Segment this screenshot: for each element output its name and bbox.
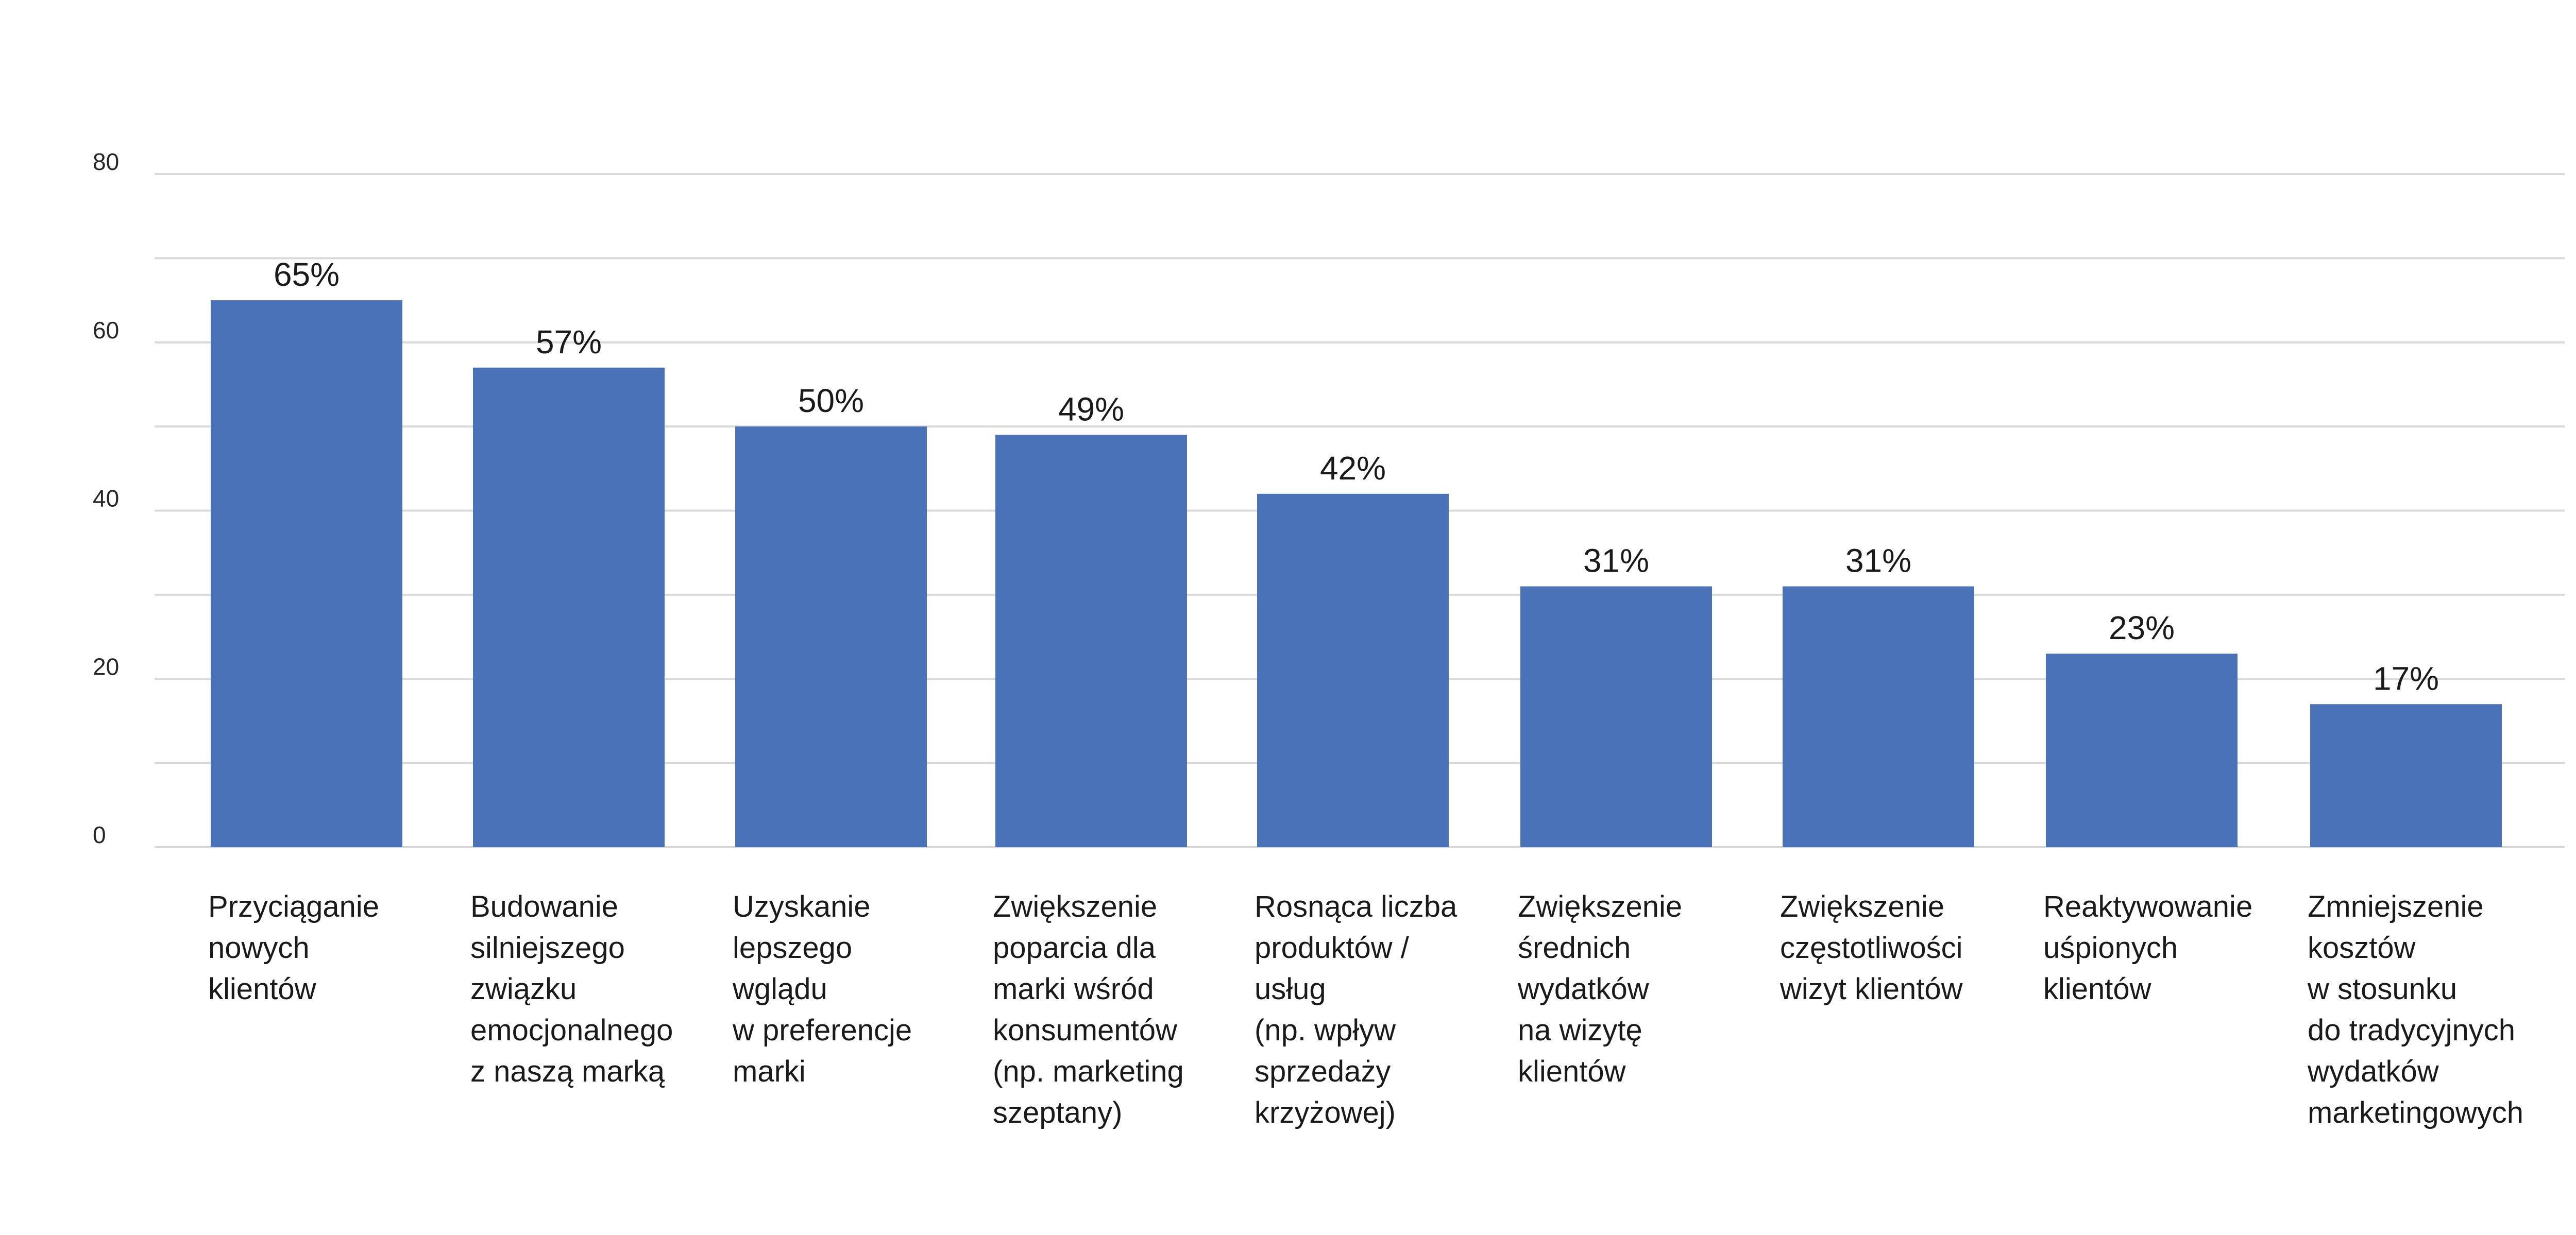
category-label: Zwiększenie poparcia dla marki wśród konsum… <box>993 890 1184 1129</box>
category-label-line: sprzedaży <box>1255 1055 1391 1088</box>
bar <box>1520 586 1712 847</box>
category-label-line: uśpionych <box>2043 931 2178 965</box>
category-label-line: emocjonalnego <box>470 1014 673 1047</box>
bar <box>995 435 1187 847</box>
bar <box>2046 654 2238 847</box>
category-label-line: lepszego <box>733 931 852 965</box>
bar <box>473 367 665 847</box>
category-label-line: poparcia dla <box>993 931 1156 965</box>
y-tick-label: 0 <box>93 821 106 848</box>
category-label-line: usług <box>1255 972 1326 1006</box>
category-label-line: Zwiększenie <box>1518 890 1682 923</box>
category-label-line: szeptany) <box>993 1096 1122 1129</box>
category-label-line: klientów <box>1518 1055 1626 1088</box>
category-label: Uzyskanie lepszego wglądu w preferencje mark… <box>732 890 912 1088</box>
category-label: Zwiększenie częstotliwości wizyt klientów <box>1780 890 1963 1006</box>
data-label: 31% <box>1845 542 1911 579</box>
category-label-line: nowych <box>208 931 310 965</box>
category-label-line: silniejszego <box>470 931 625 965</box>
category-label-line: Rosnąca liczba <box>1255 890 1458 923</box>
category-label-line: marketingowych <box>2308 1096 2523 1129</box>
category-label-line: (np. wpływ <box>1255 1014 1396 1047</box>
category-label: Przyciąganie nowych klientów <box>208 890 379 1006</box>
category-label: Zwiększenie średnich wydatków na wizytę klie… <box>1517 890 1682 1088</box>
category-labels: Przyciąganie nowych klientów Budowanie silni… <box>208 890 2523 1129</box>
category-label-line: krzyżowej) <box>1255 1096 1396 1129</box>
category-label-line: na wizytę <box>1518 1014 1642 1047</box>
data-label: 31% <box>1583 542 1649 579</box>
category-label-line: produktów / <box>1255 931 1410 965</box>
category-label-line: wglądu <box>732 972 827 1006</box>
category-label-line: marki <box>733 1055 806 1088</box>
category-label-line: klientów <box>208 972 317 1006</box>
category-label-line: Zmniejszenie <box>2308 890 2484 923</box>
bars <box>211 300 2502 847</box>
category-label-line: wydatków <box>2307 1055 2439 1088</box>
category-label-line: częstotliwości <box>1780 931 1963 965</box>
y-tick-label: 20 <box>93 653 119 680</box>
bar <box>1257 493 1449 847</box>
data-label: 42% <box>1320 450 1386 487</box>
data-label: 23% <box>2109 609 2175 646</box>
data-label: 65% <box>274 256 340 293</box>
data-labels: 65% 57% 50% 49% 42% 31% 31% 23% 17% <box>274 256 2439 697</box>
category-label-line: klientów <box>2043 972 2152 1006</box>
category-label-line: (np. marketing <box>993 1055 1184 1088</box>
category-label-line: wizyt klientów <box>1780 972 1963 1006</box>
category-label-line: Zwiększenie <box>1780 890 1944 923</box>
y-tick-label: 40 <box>93 485 119 512</box>
bar <box>2310 704 2502 847</box>
data-label: 57% <box>536 323 602 361</box>
category-label-line: konsumentów <box>993 1014 1178 1047</box>
bar <box>1783 586 1974 847</box>
category-label-line: Zwiększenie <box>993 890 1157 923</box>
category-label-line: średnich <box>1518 931 1631 965</box>
category-label-line: kosztów <box>2308 931 2416 965</box>
category-label-line: do tradycyjnych <box>2308 1014 2515 1047</box>
category-label-line: z naszą marką <box>470 1055 665 1088</box>
category-label-line: Reaktywowanie <box>2043 890 2252 923</box>
category-label-line: marki wśród <box>993 972 1154 1006</box>
category-label-line: Przyciąganie <box>208 890 379 923</box>
y-tick-label: 60 <box>93 317 119 344</box>
category-label: Budowanie silniejszego związku emocjonalneg… <box>470 890 673 1088</box>
category-label-line: w stosunku <box>2307 972 2457 1006</box>
category-label-line: związku <box>470 972 577 1006</box>
category-label-line: Uzyskanie <box>733 890 871 923</box>
bar <box>211 300 402 847</box>
category-label: Zmniejszenie kosztów w stosunku do tradycyj… <box>2307 890 2523 1129</box>
bar <box>735 426 927 847</box>
data-label: 17% <box>2373 660 2439 697</box>
data-label: 49% <box>1058 390 1124 427</box>
y-tick-label: 80 <box>93 148 119 175</box>
category-label-line: w preferencje <box>732 1014 912 1047</box>
category-label: Reaktywowanie uśpionych klientów <box>2043 890 2252 1006</box>
category-label-line: wydatków <box>1517 972 1650 1006</box>
category-label: Rosnąca liczba produktów / usług (np. wpływ… <box>1255 890 1458 1129</box>
data-label: 50% <box>798 382 864 419</box>
category-label-line: Budowanie <box>470 890 618 923</box>
y-axis-ticks: 0 20 40 60 80 <box>93 148 119 848</box>
